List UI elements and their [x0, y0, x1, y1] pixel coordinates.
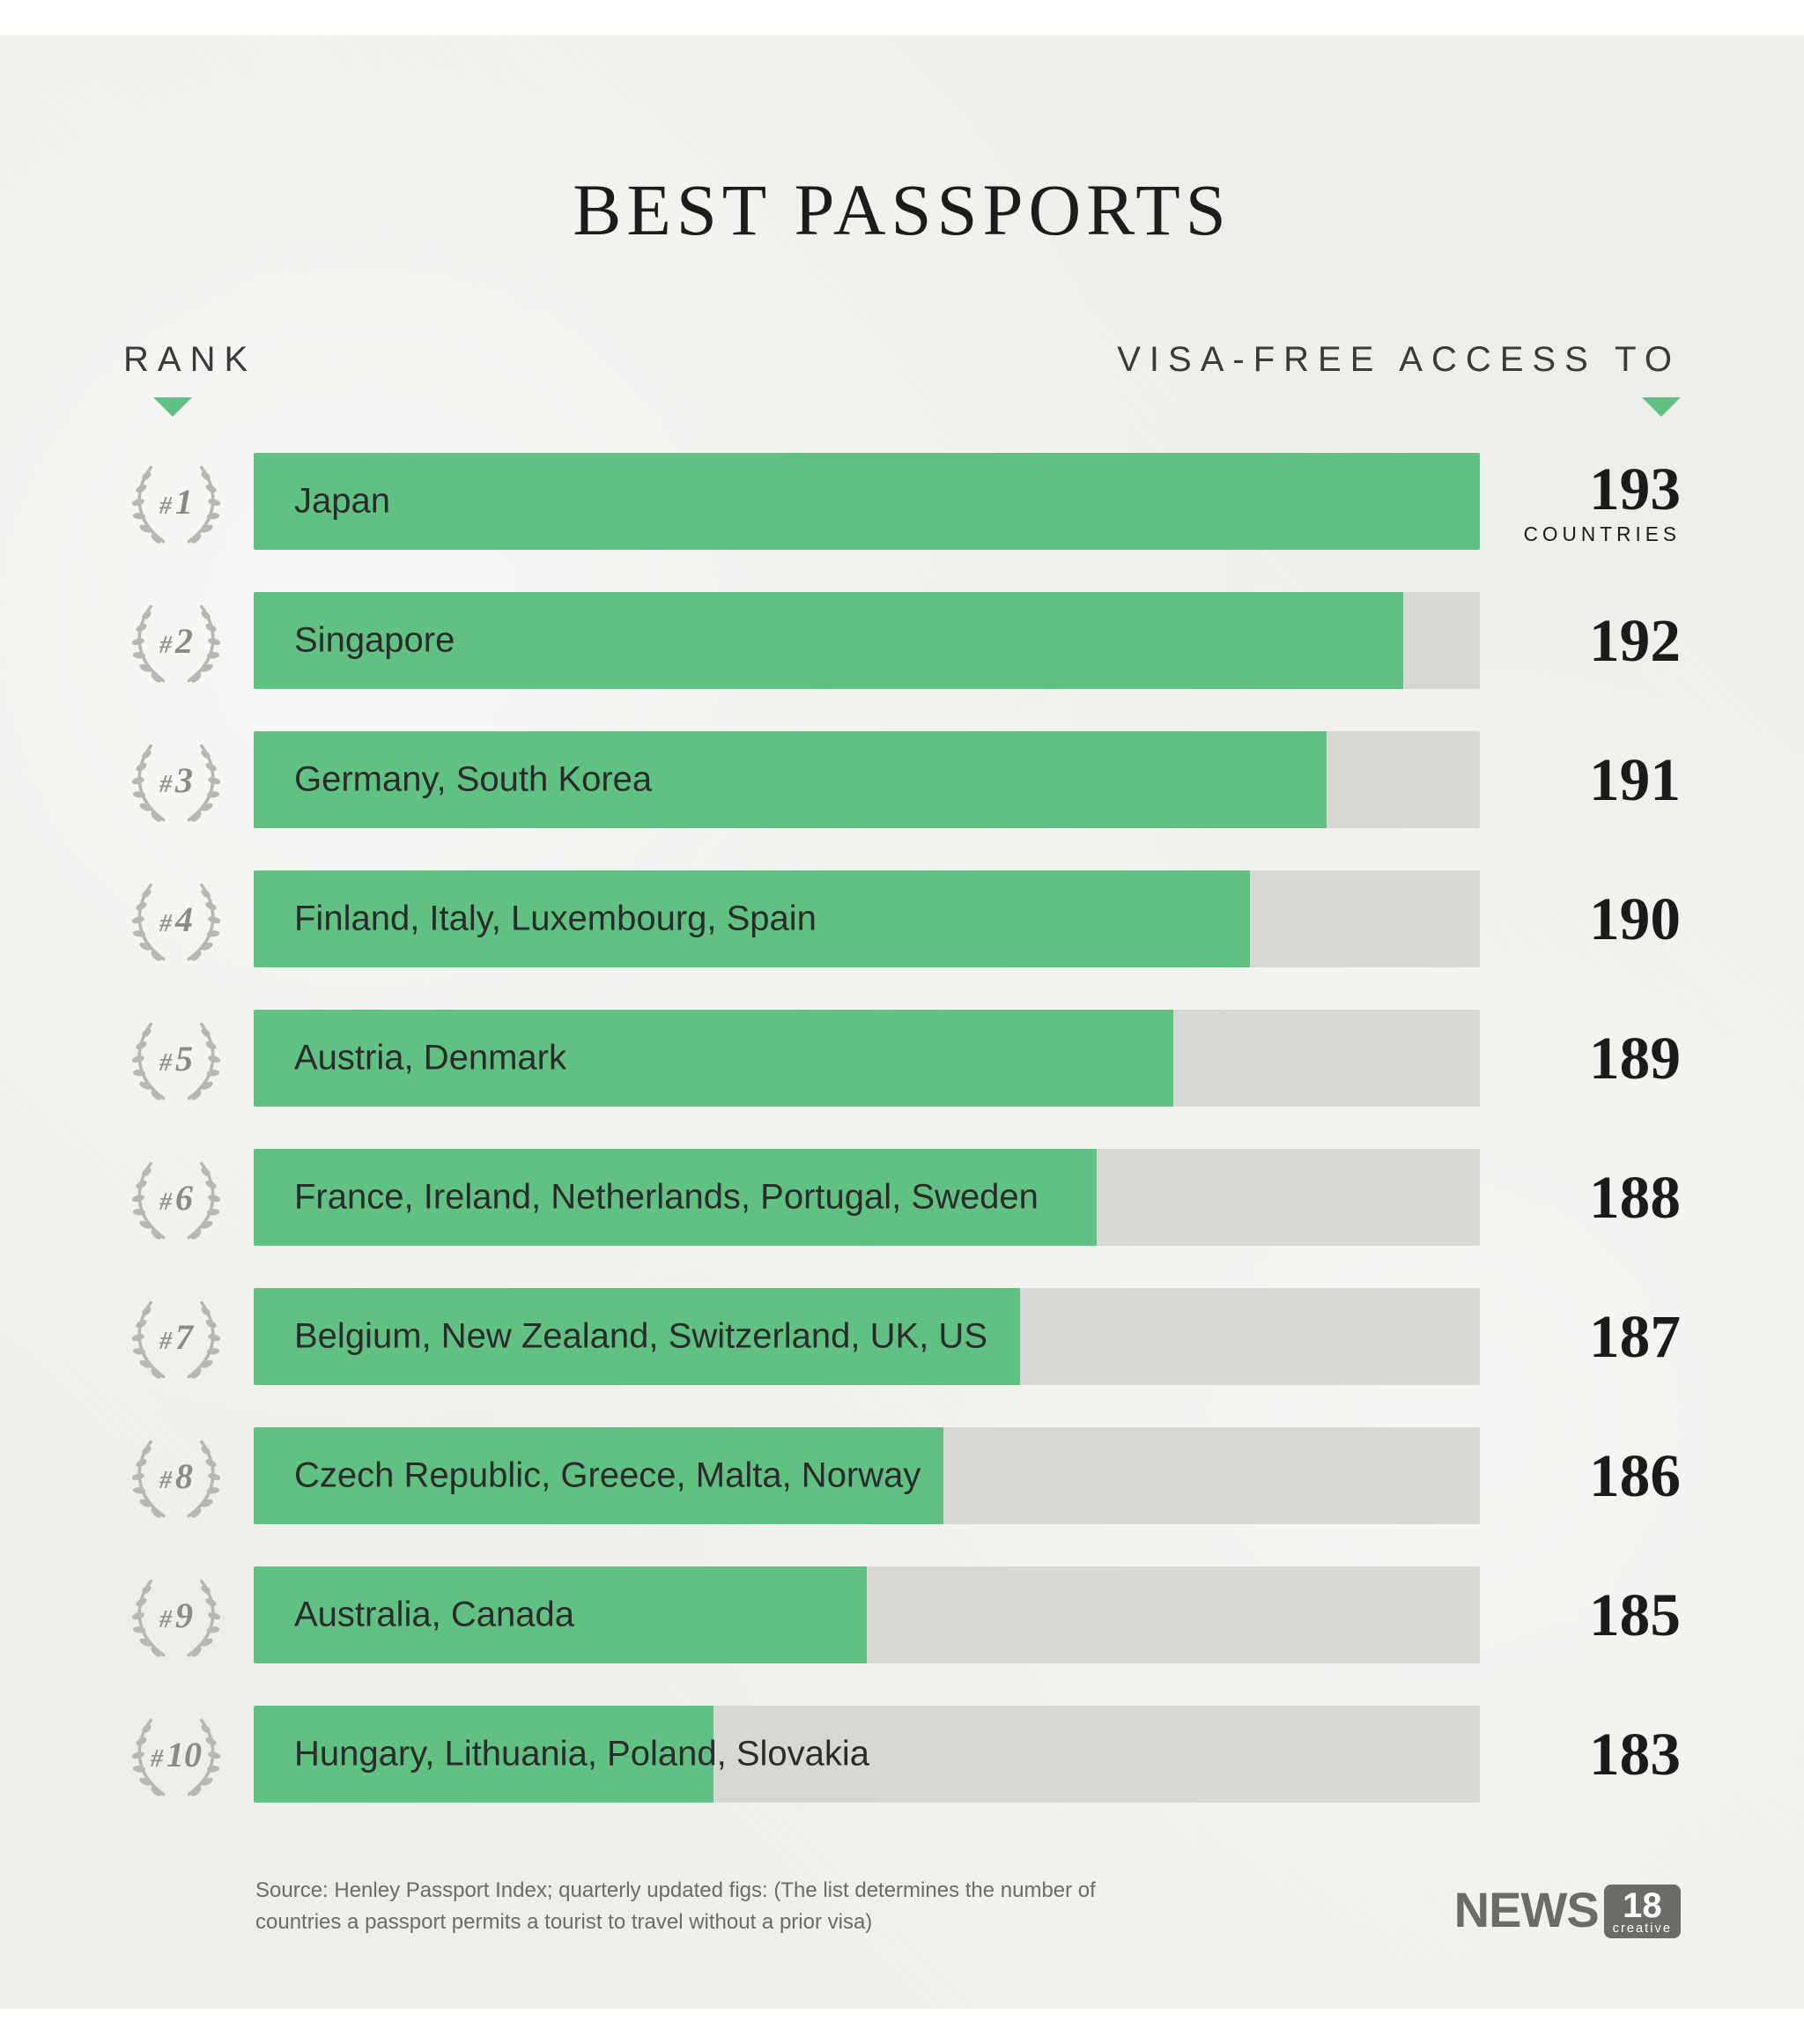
laurel-icon [123, 448, 229, 554]
rank-badge: #10 [123, 1701, 229, 1807]
hash-icon: # [159, 1328, 172, 1356]
bar-track: Singapore [254, 592, 1480, 689]
footer: Source: Henley Passport Index; quarterly… [255, 1875, 1681, 1938]
value-number: 185 [1589, 1581, 1681, 1648]
value-number: 186 [1589, 1441, 1681, 1509]
value-cell: 185 [1505, 1584, 1681, 1645]
laurel-icon [123, 1423, 229, 1529]
table-row: #9 Australia, Canada 185 [123, 1562, 1681, 1668]
chevron-down-icon [153, 397, 192, 417]
chevron-down-icon [1642, 397, 1681, 417]
value-cell: 183 [1505, 1723, 1681, 1784]
bar-track: Germany, South Korea [254, 731, 1480, 828]
value-unit: COUNTRIES [1505, 524, 1681, 544]
table-row: #3 Germany, South Korea 191 [123, 727, 1681, 833]
rank-badge: #4 [123, 866, 229, 972]
table-row: #1 Japan 193 COUNTRIES [123, 448, 1681, 554]
brand-logo: NEWS 18 creative [1454, 1881, 1681, 1938]
value-number: 192 [1589, 606, 1681, 674]
bar-track: Czech Republic, Greece, Malta, Norway [254, 1427, 1480, 1524]
header-value-label: VISA-FREE ACCESS TO [1117, 340, 1681, 380]
rank-badge: #3 [123, 727, 229, 833]
value-cell: 191 [1505, 749, 1681, 810]
logo-number: 18 [1623, 1890, 1662, 1922]
hash-icon: # [159, 1049, 172, 1078]
rank-badge: #8 [123, 1423, 229, 1529]
bar-track: Hungary, Lithuania, Poland, Slovakia [254, 1706, 1480, 1803]
rank-badge: #7 [123, 1284, 229, 1389]
rank-badge: #2 [123, 588, 229, 693]
bar-track: Australia, Canada [254, 1566, 1480, 1663]
header-rank: RANK [123, 340, 256, 417]
value-cell: 192 [1505, 610, 1681, 670]
value-cell: 188 [1505, 1166, 1681, 1227]
table-row: #4 Finland, Italy, Luxembourg, Spain 190 [123, 866, 1681, 972]
source-note: Source: Henley Passport Index; quarterly… [255, 1875, 1180, 1938]
bar-label: Belgium, New Zealand, Switzerland, UK, U… [294, 1317, 987, 1357]
header-rank-label: RANK [123, 340, 256, 380]
bar-track: France, Ireland, Netherlands, Portugal, … [254, 1149, 1480, 1246]
bar-track: Finland, Italy, Luxembourg, Spain [254, 870, 1480, 967]
laurel-icon [123, 1284, 229, 1389]
value-number: 191 [1589, 745, 1681, 813]
bar-label: Finland, Italy, Luxembourg, Spain [294, 900, 817, 939]
value-number: 188 [1589, 1163, 1681, 1231]
hash-icon: # [159, 1189, 172, 1217]
value-number: 189 [1589, 1024, 1681, 1092]
table-row: #8 Czech Republic, Greece, Malta, Norway… [123, 1423, 1681, 1529]
bar-label: Hungary, Lithuania, Poland, Slovakia [294, 1735, 869, 1774]
bar-label: Czech Republic, Greece, Malta, Norway [294, 1456, 920, 1496]
value-cell: 190 [1505, 888, 1681, 949]
table-row: #10 Hungary, Lithuania, Poland, Slovakia… [123, 1701, 1681, 1807]
page-title: BEST PASSPORTS [123, 167, 1681, 252]
bar-fill [254, 453, 1480, 550]
laurel-icon [123, 866, 229, 972]
table-row: #6 France, Ireland, Netherlands, Portuga… [123, 1144, 1681, 1250]
laurel-icon [123, 1144, 229, 1250]
hash-icon: # [151, 1745, 163, 1774]
hash-icon: # [159, 910, 172, 938]
table-row: #5 Austria, Denmark 189 [123, 1005, 1681, 1111]
value-number: 187 [1589, 1302, 1681, 1370]
hash-icon: # [159, 632, 172, 660]
value-number: 193 [1589, 455, 1681, 522]
bar-label: Singapore [294, 621, 455, 661]
hash-icon: # [159, 1606, 172, 1634]
hash-icon: # [159, 771, 172, 799]
rank-badge: #1 [123, 448, 229, 554]
value-cell: 189 [1505, 1027, 1681, 1088]
infographic-canvas: BEST PASSPORTS RANK VISA-FREE ACCESS TO [0, 35, 1804, 2009]
laurel-icon [123, 1562, 229, 1668]
logo-box: 18 creative [1604, 1885, 1681, 1938]
logo-sub: creative [1613, 1923, 1672, 1935]
bar-track: Austria, Denmark [254, 1010, 1480, 1107]
laurel-icon [123, 1701, 229, 1807]
value-number: 183 [1589, 1720, 1681, 1788]
table-row: #2 Singapore 192 [123, 588, 1681, 693]
value-cell: 186 [1505, 1445, 1681, 1506]
bar-label: Japan [294, 482, 390, 522]
logo-brand: NEWS [1454, 1881, 1599, 1938]
bar-label: France, Ireland, Netherlands, Portugal, … [294, 1178, 1039, 1218]
laurel-icon [123, 588, 229, 693]
header-value: VISA-FREE ACCESS TO [1117, 340, 1681, 417]
rank-badge: #6 [123, 1144, 229, 1250]
laurel-icon [123, 727, 229, 833]
bar-label: Australia, Canada [294, 1596, 574, 1635]
rank-badge: #9 [123, 1562, 229, 1668]
rank-badge: #5 [123, 1005, 229, 1111]
hash-icon: # [159, 492, 172, 521]
laurel-icon [123, 1005, 229, 1111]
value-cell: 187 [1505, 1306, 1681, 1366]
value-number: 190 [1589, 885, 1681, 952]
bar-track: Japan [254, 453, 1480, 550]
column-headers: RANK VISA-FREE ACCESS TO [123, 340, 1681, 417]
hash-icon: # [159, 1467, 172, 1495]
bar-chart: #1 Japan 193 COUNTRIES [123, 448, 1681, 1807]
value-cell: 193 COUNTRIES [1505, 458, 1681, 544]
table-row: #7 Belgium, New Zealand, Switzerland, UK… [123, 1284, 1681, 1389]
bar-label: Germany, South Korea [294, 760, 652, 800]
bar-label: Austria, Denmark [294, 1039, 566, 1078]
bar-track: Belgium, New Zealand, Switzerland, UK, U… [254, 1288, 1480, 1385]
